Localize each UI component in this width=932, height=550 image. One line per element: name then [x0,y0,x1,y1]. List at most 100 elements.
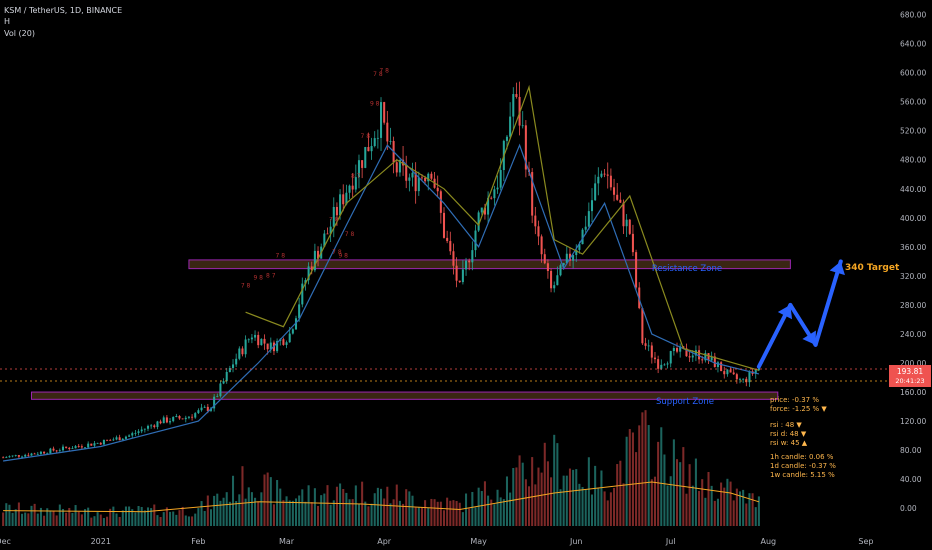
candle-body [342,194,345,205]
x-tick-label: Mar [279,537,295,546]
volume-bar [191,516,194,526]
candle-body [169,421,172,423]
volume-bar [209,509,213,526]
candle-body [187,416,190,418]
candle-body [313,250,316,271]
candle-body [420,177,423,179]
volume-bar [622,483,625,526]
volume-bar [36,513,39,526]
candle-body [742,378,745,380]
volume-bar [647,425,650,526]
volume-bar [628,429,631,526]
volume-bar [487,495,490,526]
volume-bar [465,493,468,526]
volume-bar [638,425,641,526]
volume-bar [707,471,710,526]
candle-body [597,176,600,184]
y-tick-label: 480.00 [900,156,926,165]
candle-body [540,236,543,255]
volume-bar [83,509,87,526]
volume-bar [99,514,102,526]
volume-bar [461,512,464,526]
candle-body [213,396,216,409]
volume-bar [590,494,594,526]
volume-bar [14,509,17,526]
candle-body [572,255,575,261]
volume-bar [424,500,427,526]
volume-bar [716,498,719,526]
sequence-marker: 7 8 [361,133,371,140]
candle-body [121,438,124,441]
candle-body [24,454,27,457]
volume-bar [527,486,531,526]
volume-bar [339,483,342,526]
volume-bar [228,501,231,526]
volume-bar [379,488,383,526]
candle-body [442,212,446,238]
zone-box [30,391,779,400]
volume-bar [310,502,313,526]
candle-body [631,233,634,253]
candle-body [137,431,140,433]
volume-bar [616,464,619,526]
candle-body [46,453,49,455]
volume-bar [257,501,260,526]
candle-body [531,172,534,216]
volume-bar [24,512,27,526]
y-tick-label: 320.00 [900,272,926,281]
volume-bar [326,485,329,526]
candle-body [594,183,597,201]
volume-bar [603,491,606,526]
volume-bar [2,512,5,526]
moving-averages [3,84,760,513]
volume-bar [477,487,480,526]
chart-title: KSM / TetherUS, 1D, BINANCE [4,6,122,15]
volume-bar [197,508,200,526]
volume-bar [285,496,288,526]
candle-body [710,356,713,361]
candle-body [688,356,691,358]
candle-body [556,275,559,286]
candle-body [247,339,250,341]
candle-body [61,446,65,451]
candle-body [471,250,474,263]
y-axis[interactable]: 0.00 40.00 80.00 120.00 160.00 200.00 240.00 28… [900,11,926,514]
volume-bar [298,495,301,526]
volume-bar [493,504,496,526]
sequence-marker: 7 8 [332,249,342,256]
indicator-rsi-d: rsi d: 48 ▼ [770,430,807,438]
volume-bar [115,513,118,526]
sequence-marker: 7 8 [373,71,383,78]
volume-bar [354,485,357,526]
volume-bar [134,512,137,526]
volume-bar [383,498,386,526]
candle-body [191,416,194,418]
candle-body [109,440,112,441]
candle-body [411,172,414,178]
candle-body [361,160,364,168]
indicator-1d-candle: 1d candle: -0.37 % [770,462,836,470]
candle-body [134,432,137,434]
volume-bar [641,412,644,526]
candle-body [584,226,587,230]
candle-body [225,371,228,382]
x-tick-label: Sep [858,537,873,546]
candle-body [39,451,42,454]
candle-body [257,334,260,346]
candle-body [36,453,39,455]
candle-body [461,269,464,283]
volume-bar [550,477,553,526]
volume-bar [408,491,411,526]
volume-bar [49,510,52,526]
y-tick-label: 680.00 [900,11,926,20]
volume-bar [436,501,439,526]
candle-body [653,357,657,360]
candle-body [657,359,660,369]
y-tick-label: 200.00 [900,359,926,368]
sequence-marker: 7 8 [329,216,339,223]
candle-body [301,283,304,305]
x-tick-label: Apr [377,537,392,546]
volume-bar [609,492,612,526]
x-axis[interactable]: Dec 2021 Feb Mar Apr May Jun Jul Aug Sep [0,537,873,546]
